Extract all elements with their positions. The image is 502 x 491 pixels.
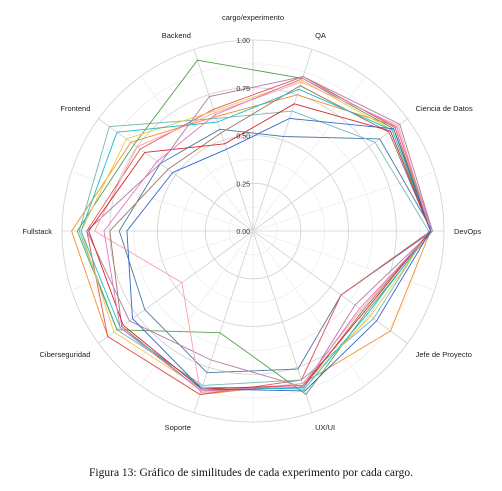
series-line-13: [126, 117, 432, 392]
tick-labels: 0.00 0.25 0.50 0.75 1.00: [236, 38, 250, 236]
grid-spoke: [252, 230, 313, 413]
axis-label: UX/UI: [315, 423, 335, 432]
series-line-7: [86, 76, 433, 388]
tick-label: 0.25: [236, 181, 250, 188]
chart-title: cargo/experimento: [222, 13, 284, 22]
grid-spoke: [252, 171, 435, 232]
series-line-10: [80, 88, 432, 390]
grid-spoke: [140, 76, 254, 232]
grid-spoke: [252, 230, 435, 291]
tick-label: 1.00: [236, 38, 250, 45]
axis-label: QA: [315, 31, 326, 40]
axis-label: Fullstack: [22, 227, 52, 236]
series-line-5: [76, 59, 433, 395]
series-line-4: [78, 110, 430, 386]
axis-label: Frontend: [60, 104, 90, 113]
series-line-1: [118, 128, 433, 374]
grid-spoke: [140, 230, 254, 386]
grid-spoke: [252, 230, 408, 344]
axis-labels: QA Ciencia de Datos DevOps Jefe de Proyecto…: [22, 31, 481, 432]
grid-spoke: [98, 118, 254, 232]
grid-spoke: [252, 230, 366, 386]
axis-label: Soporte: [165, 423, 191, 432]
grid-spoke: [98, 230, 254, 344]
tick-label: 0.50: [236, 134, 250, 141]
figure-caption: Figura 13: Gráfico de similitudes de cad…: [89, 467, 413, 479]
series-line-3: [86, 76, 432, 395]
axis-label: Ciberseguridad: [40, 350, 91, 359]
grid-spoke: [71, 230, 254, 291]
axis-label: Backend: [162, 31, 191, 40]
grid-spoke: [252, 49, 313, 232]
grid-spoke: [71, 171, 254, 232]
grid-spoke: [252, 118, 408, 232]
grid-spoke: [193, 230, 254, 413]
tick-label: 0.75: [236, 86, 250, 93]
radar-series-group: [71, 59, 433, 395]
axis-label: DevOps: [454, 227, 481, 236]
axis-label: Ciencia de Datos: [416, 104, 473, 113]
series-line-8: [94, 81, 432, 394]
axis-label: Jefe de Proyecto: [416, 350, 472, 359]
grid-spoke: [193, 49, 254, 232]
radar-chart: cargo/experimento QA Ciencia de Datos DevO…: [22, 13, 481, 432]
series-line-11: [88, 103, 432, 390]
tick-label: 0.00: [236, 229, 250, 236]
series-line-12: [103, 77, 433, 392]
grid-spoke: [252, 76, 366, 232]
